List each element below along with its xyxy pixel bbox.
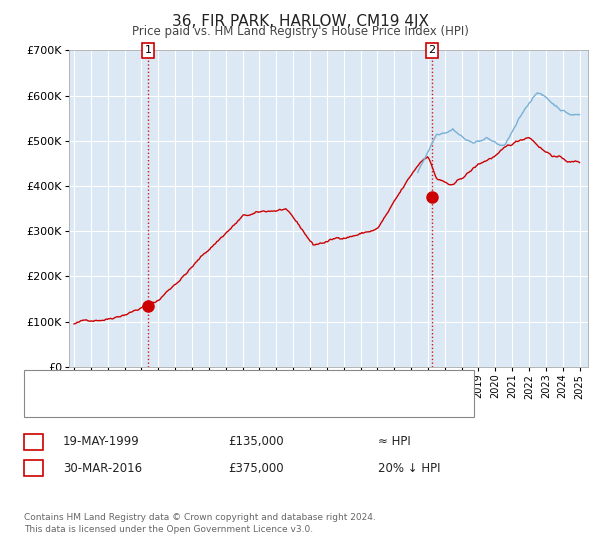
Text: 36, FIR PARK, HARLOW, CM19 4JX (detached house): 36, FIR PARK, HARLOW, CM19 4JX (detached… bbox=[81, 381, 370, 391]
Text: £135,000: £135,000 bbox=[228, 435, 284, 449]
Text: ≈ HPI: ≈ HPI bbox=[378, 435, 411, 449]
Text: £375,000: £375,000 bbox=[228, 461, 284, 475]
Text: 1: 1 bbox=[29, 435, 38, 449]
Text: HPI: Average price, detached house, Harlow: HPI: Average price, detached house, Harl… bbox=[81, 399, 326, 409]
Text: This data is licensed under the Open Government Licence v3.0.: This data is licensed under the Open Gov… bbox=[24, 525, 313, 534]
Text: 19-MAY-1999: 19-MAY-1999 bbox=[63, 435, 140, 449]
Text: 2: 2 bbox=[428, 45, 436, 55]
Text: 20% ↓ HPI: 20% ↓ HPI bbox=[378, 461, 440, 475]
Text: Contains HM Land Registry data © Crown copyright and database right 2024.: Contains HM Land Registry data © Crown c… bbox=[24, 514, 376, 522]
Text: 1: 1 bbox=[145, 45, 151, 55]
Text: ——: —— bbox=[39, 398, 54, 411]
Text: 36, FIR PARK, HARLOW, CM19 4JX: 36, FIR PARK, HARLOW, CM19 4JX bbox=[172, 14, 428, 29]
Text: 2: 2 bbox=[29, 461, 38, 475]
Text: ——: —— bbox=[39, 380, 54, 393]
Text: Price paid vs. HM Land Registry's House Price Index (HPI): Price paid vs. HM Land Registry's House … bbox=[131, 25, 469, 38]
Text: 30-MAR-2016: 30-MAR-2016 bbox=[63, 461, 142, 475]
